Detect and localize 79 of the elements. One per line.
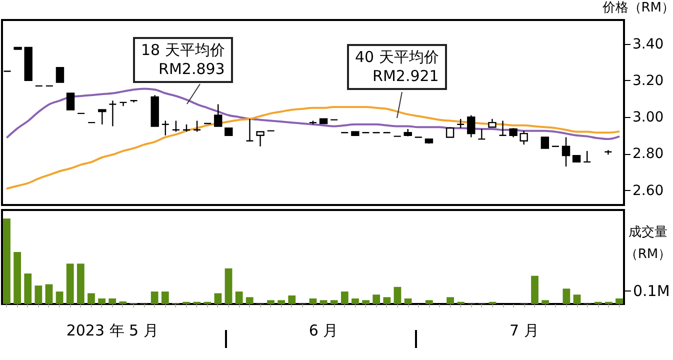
bar	[446, 297, 454, 304]
x-tick-label: 6 月	[308, 322, 338, 340]
bar	[76, 264, 84, 304]
y-tick-label: 2.80	[632, 146, 664, 162]
bar	[542, 300, 550, 304]
candlestick	[192, 120, 202, 132]
bar	[562, 288, 570, 304]
bar	[246, 297, 254, 304]
bar	[214, 293, 222, 304]
candlestick	[456, 118, 465, 129]
bar	[14, 252, 22, 304]
text: 0.1M	[633, 282, 670, 300]
y-axis-title: 价格（RM）	[601, 0, 673, 16]
line-series	[6, 88, 620, 140]
y-axis-title: 成交量（RM）	[624, 224, 672, 262]
candlestick	[56, 67, 64, 83]
bar	[309, 298, 317, 304]
candlestick	[478, 128, 486, 140]
y-tick-label: 3.40	[632, 36, 664, 52]
candlestick	[509, 127, 518, 138]
candlestick	[172, 120, 180, 132]
candlestick	[108, 100, 117, 127]
bar	[108, 298, 116, 304]
candlestick	[583, 150, 592, 163]
bar	[161, 292, 169, 304]
candlestick	[98, 109, 106, 126]
bar	[616, 298, 623, 304]
bar	[45, 284, 53, 304]
line-series	[6, 106, 620, 190]
candlestick	[119, 102, 128, 107]
candlestick	[256, 131, 264, 147]
series-label: 18 天平均价	[141, 41, 225, 60]
bar	[56, 292, 64, 304]
bar	[119, 301, 127, 304]
y-tick-label: 3.00	[632, 110, 664, 126]
candlestick	[498, 120, 507, 136]
bar	[383, 297, 391, 304]
bar	[394, 286, 402, 304]
bar	[88, 293, 95, 304]
candlestick	[604, 149, 612, 156]
bar	[372, 294, 380, 304]
bar	[24, 273, 32, 304]
bar	[3, 218, 10, 304]
x-tick-label: 7 月	[510, 322, 539, 340]
bar	[352, 298, 359, 304]
annotation: RM2.921	[372, 67, 439, 86]
candlestick	[161, 120, 170, 136]
bar	[98, 298, 106, 304]
bar	[531, 276, 538, 304]
bar	[362, 300, 370, 304]
callout-box: 18 天平均价 RM2.893	[133, 37, 233, 83]
bar	[66, 264, 74, 304]
candlestick	[214, 104, 222, 127]
bar	[235, 292, 243, 304]
candlestick	[246, 118, 254, 142]
candlestick	[446, 126, 454, 138]
candlestick	[467, 114, 476, 138]
x-tick-label: 2023 年 5 月	[66, 322, 158, 340]
callout-box: 40 天平均价 RM2.921	[347, 44, 447, 90]
bar	[404, 298, 412, 304]
bar	[288, 295, 296, 304]
bar	[330, 300, 338, 304]
bar	[320, 300, 328, 304]
y-tick-label: 2.60	[632, 182, 664, 199]
candlestick	[520, 130, 528, 146]
bar	[267, 300, 274, 304]
annotation: RM2.893	[158, 60, 225, 79]
candlestick	[562, 136, 570, 168]
candlestick	[66, 92, 75, 110]
bar	[278, 300, 286, 304]
y-tick-label: 3.20	[632, 72, 664, 89]
candlestick	[130, 100, 138, 104]
bar	[34, 286, 42, 304]
bar	[573, 294, 581, 304]
bar	[224, 268, 232, 304]
bar	[150, 292, 158, 304]
bar	[340, 292, 348, 304]
candlestick	[540, 136, 550, 149]
bar	[425, 300, 433, 304]
